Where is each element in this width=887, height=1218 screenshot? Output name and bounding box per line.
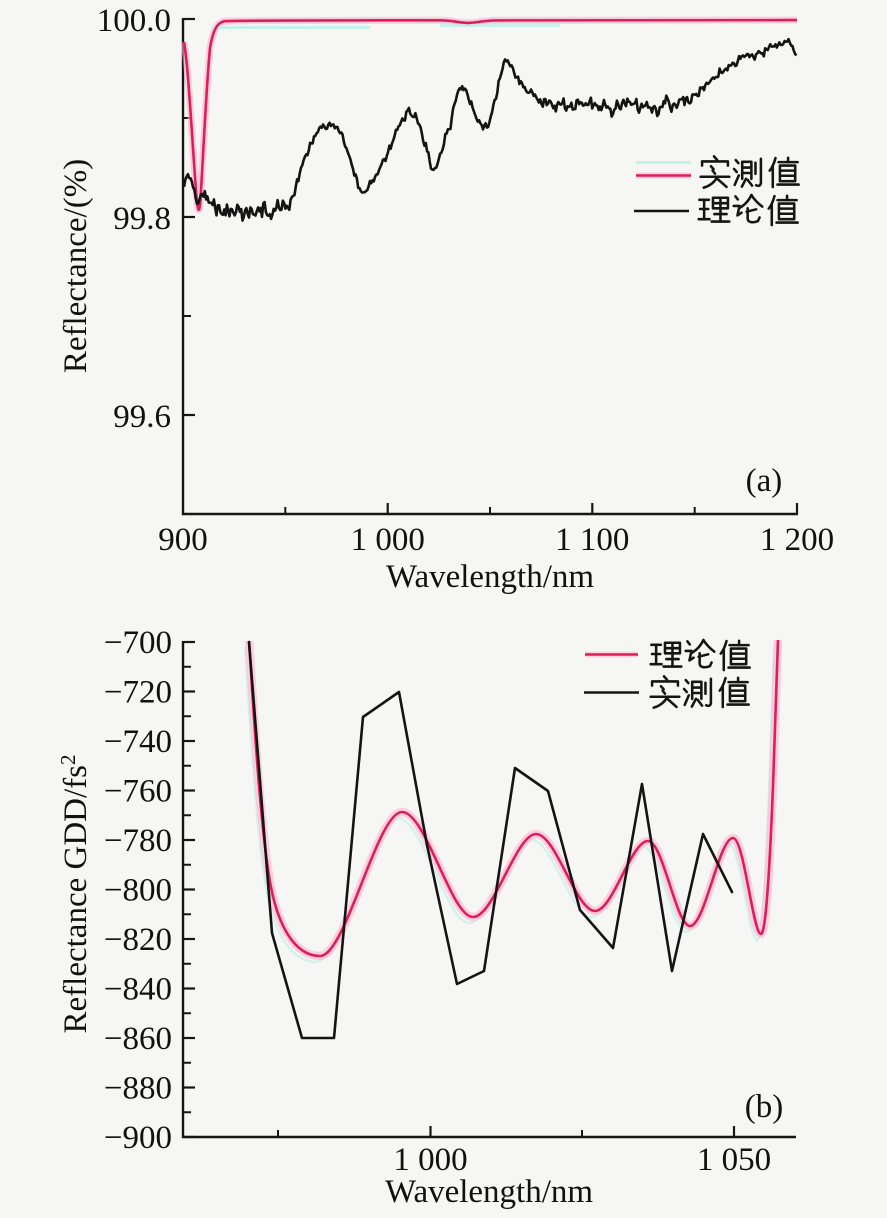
svg-text:−740: −740 [104, 724, 172, 760]
svg-text:−840: −840 [104, 972, 172, 1008]
svg-text:−700: −700 [104, 625, 172, 661]
svg-text:99.8: 99.8 [113, 201, 171, 237]
svg-text:(a): (a) [746, 463, 783, 499]
svg-text:900: 900 [158, 522, 208, 558]
svg-text:99.6: 99.6 [113, 399, 171, 435]
svg-text:Reflectance/(%): Reflectance/(%) [58, 159, 94, 373]
svg-text:−800: −800 [104, 873, 172, 909]
svg-text:−780: −780 [104, 823, 172, 859]
svg-text:−880: −880 [104, 1071, 172, 1107]
svg-text:1 200: 1 200 [760, 522, 834, 558]
svg-text:−760: −760 [104, 774, 172, 810]
svg-text:100.0: 100.0 [97, 3, 171, 39]
svg-text:1 100: 1 100 [555, 522, 629, 558]
svg-text:−720: −720 [104, 675, 172, 711]
svg-text:1 000: 1 000 [393, 1142, 467, 1178]
svg-text:−860: −860 [104, 1021, 172, 1057]
svg-text:Wavelength/nm: Wavelength/nm [385, 1174, 593, 1210]
svg-text:−820: −820 [104, 922, 172, 958]
svg-text:−900: −900 [104, 1120, 172, 1156]
svg-text:Wavelength/nm: Wavelength/nm [386, 559, 594, 595]
svg-text:1 000: 1 000 [351, 522, 425, 558]
svg-text:1 050: 1 050 [697, 1142, 771, 1178]
svg-text:Reflectance GDD/fs2: Reflectance GDD/fs2 [56, 755, 94, 1034]
svg-text:(b): (b) [745, 1089, 783, 1125]
